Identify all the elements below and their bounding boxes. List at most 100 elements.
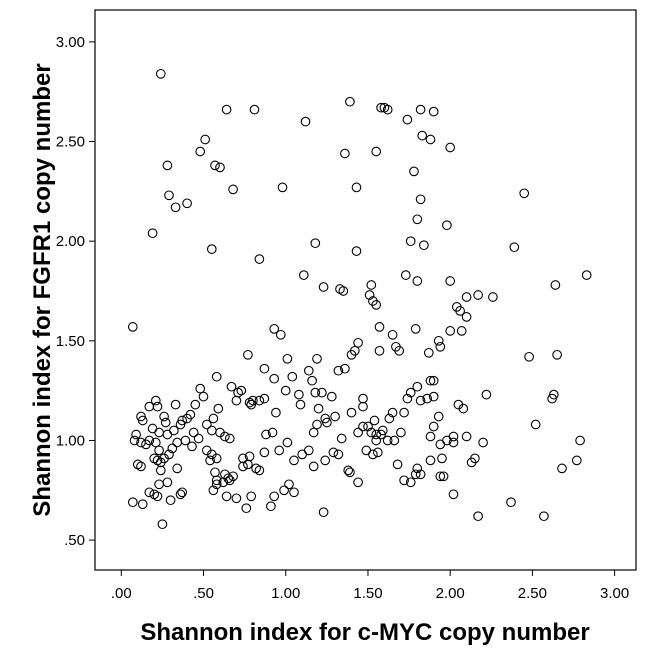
data-point — [384, 413, 395, 424]
data-point — [218, 477, 229, 488]
data-point — [333, 365, 344, 376]
data-point — [415, 469, 426, 480]
data-point — [405, 387, 416, 398]
data-point — [336, 433, 347, 444]
data-point — [282, 437, 293, 448]
data-point — [170, 399, 181, 410]
data-point — [433, 411, 444, 422]
data-point — [368, 449, 378, 460]
data-point — [481, 389, 492, 400]
y-axis-title: Shannon index for FGFR1 copy number — [29, 63, 56, 516]
data-point — [211, 475, 222, 486]
data-point — [132, 459, 143, 470]
y-tick-label: 2.50 — [56, 134, 85, 151]
data-point — [231, 395, 242, 406]
data-point — [277, 182, 288, 193]
data-point — [346, 407, 357, 418]
data-point — [371, 146, 382, 157]
data-point — [170, 202, 181, 213]
data-point — [372, 447, 383, 458]
data-point — [172, 463, 183, 474]
data-point — [340, 148, 350, 159]
data-point — [310, 238, 321, 249]
data-point — [228, 184, 238, 195]
data-point — [244, 397, 255, 408]
data-point — [399, 407, 409, 418]
data-point — [236, 385, 247, 396]
data-point — [284, 479, 294, 490]
data-point — [387, 329, 398, 340]
data-point — [221, 491, 232, 502]
data-point — [152, 491, 163, 502]
data-point — [238, 453, 248, 464]
data-point — [127, 497, 138, 508]
data-point — [428, 106, 439, 117]
data-point — [552, 349, 562, 360]
data-point — [201, 419, 212, 430]
data-point — [415, 395, 426, 406]
data-point — [358, 393, 368, 404]
data-point — [294, 389, 304, 400]
data-point — [275, 329, 286, 340]
data-point — [353, 427, 363, 438]
data-point — [396, 427, 406, 438]
x-tick-label: 2.50 — [518, 585, 547, 602]
data-point — [374, 322, 385, 332]
data-point — [458, 403, 469, 414]
data-point — [548, 389, 559, 400]
data-point — [410, 324, 421, 334]
data-point — [376, 102, 386, 113]
data-point — [402, 114, 413, 125]
data-point — [303, 445, 314, 456]
x-tick-label: 1.50 — [353, 585, 382, 602]
data-point — [346, 349, 357, 360]
data-point — [366, 427, 377, 438]
data-point — [317, 387, 327, 398]
data-point — [155, 68, 166, 79]
data-point — [371, 429, 382, 440]
data-point — [215, 162, 225, 173]
data-point — [351, 246, 362, 256]
data-point — [364, 290, 375, 300]
y-tick-label: .50 — [64, 532, 85, 549]
data-point — [198, 391, 209, 402]
data-point — [224, 433, 235, 444]
data-point — [282, 353, 293, 364]
data-point — [238, 461, 248, 472]
data-point — [422, 393, 433, 404]
data-point — [157, 519, 168, 530]
data-point — [456, 326, 467, 336]
data-point — [410, 469, 421, 480]
data-point — [200, 134, 211, 145]
data-point — [409, 166, 419, 177]
y-tick-label: 3.00 — [56, 34, 85, 51]
data-point — [581, 270, 592, 280]
x-axis-ticks: .00 .50 1.00 1.50 2.00 2.50 3.00 — [111, 570, 629, 602]
data-point — [266, 501, 276, 512]
data-point — [155, 465, 166, 476]
data-point — [164, 449, 174, 460]
data-point — [280, 385, 291, 396]
data-point — [448, 489, 459, 500]
data-point — [338, 286, 349, 296]
data-point — [519, 188, 530, 199]
data-point — [343, 465, 354, 476]
data-point — [405, 236, 416, 247]
data-point — [419, 240, 429, 251]
data-point — [159, 411, 169, 422]
data-point — [259, 393, 270, 404]
data-point — [137, 415, 148, 426]
data-point — [243, 349, 253, 360]
data-point — [326, 391, 337, 402]
data-point — [190, 399, 201, 410]
data-point — [394, 345, 405, 356]
data-point — [144, 401, 155, 412]
data-point — [211, 479, 222, 490]
data-point — [261, 429, 271, 440]
data-point — [177, 487, 188, 498]
data-point — [415, 194, 426, 205]
data-point — [478, 437, 488, 448]
data-point — [488, 292, 498, 302]
data-point — [150, 437, 161, 448]
y-tick-label: 2.00 — [56, 233, 85, 250]
